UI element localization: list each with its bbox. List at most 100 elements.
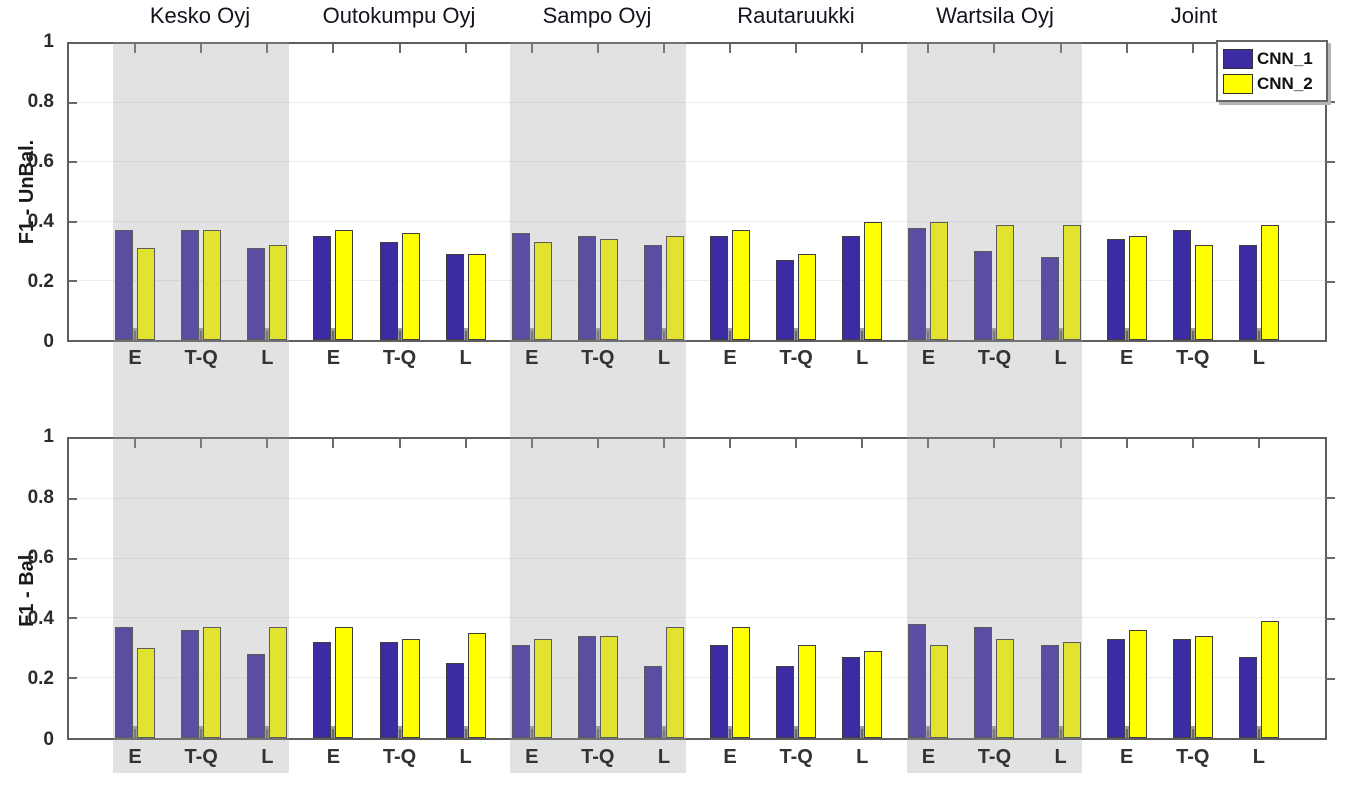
bar-cnn2	[1260, 621, 1279, 738]
gridline	[69, 161, 1325, 163]
gridline	[69, 220, 1325, 222]
bar-cnn1	[379, 642, 398, 738]
x-axis-tick	[662, 439, 665, 448]
bar-cnn1	[115, 627, 134, 738]
x-tick-label: L	[1252, 347, 1265, 369]
bar-cnn1	[181, 630, 200, 738]
bar-cnn2	[798, 254, 817, 340]
y-axis-tick	[69, 161, 77, 164]
x-tick-label: E	[1120, 347, 1134, 369]
group-title: Rautaruukki	[737, 3, 855, 28]
x-tick-label: T-Q	[1176, 746, 1210, 768]
x-tick-label: T-Q	[581, 347, 615, 369]
y-axis-tick	[69, 279, 77, 282]
x-axis-tick	[1257, 729, 1260, 738]
bar-cnn1	[710, 645, 729, 738]
bar-cnn1	[974, 627, 993, 738]
bar-cnn2	[401, 233, 420, 340]
bar-cnn1	[842, 657, 861, 738]
x-tick-label: T-Q	[581, 746, 615, 768]
x-axis-tick	[927, 44, 930, 53]
x-axis-tick	[266, 331, 269, 340]
y-axis-tick	[1325, 281, 1335, 283]
x-tick-label: E	[525, 347, 539, 369]
bar-cnn1	[1106, 639, 1125, 738]
bar-cnn2	[798, 645, 817, 738]
x-axis-tick	[1191, 44, 1194, 53]
legend-swatch-cnn2	[1223, 73, 1253, 94]
bar-cnn1	[445, 254, 464, 340]
bar-cnn2	[930, 645, 949, 738]
x-axis-tick	[993, 439, 996, 448]
x-tick-label: E	[128, 347, 142, 369]
bar-cnn2	[1128, 236, 1147, 340]
gridline	[69, 617, 1325, 619]
bar-cnn2	[401, 639, 420, 738]
y-tick-label: 1	[43, 426, 54, 447]
legend: CNN_1 CNN_2	[1216, 40, 1328, 102]
x-axis-tick	[596, 331, 599, 340]
bar-cnn2	[599, 239, 618, 340]
bar-cnn1	[181, 230, 200, 340]
y-axis-label: F1 - Bal.	[16, 549, 38, 627]
x-axis-tick	[1257, 439, 1260, 448]
y-axis-tick	[69, 557, 77, 560]
x-tick-label: E	[326, 746, 341, 768]
x-tick-label: L	[261, 347, 274, 369]
x-axis-tick	[266, 439, 269, 448]
x-axis-tick	[927, 729, 930, 738]
bar-cnn1	[643, 666, 662, 738]
bar-cnn2	[335, 230, 354, 340]
bar-cnn1	[1106, 239, 1125, 340]
x-tick-label: L	[1054, 347, 1067, 369]
x-axis-tick	[1191, 331, 1194, 340]
gridline	[69, 677, 1325, 679]
bar-cnn1	[313, 236, 332, 340]
x-axis-tick	[795, 729, 798, 738]
x-axis-tick	[134, 44, 137, 53]
y-tick-label: 0.4	[27, 211, 54, 232]
x-tick-label: L	[1054, 746, 1067, 768]
x-axis-tick	[1125, 439, 1128, 448]
y-axis-tick	[69, 677, 77, 680]
bar-cnn1	[1040, 257, 1059, 340]
y-tick-label: 0.8	[27, 486, 54, 508]
bar-cnn2	[269, 627, 288, 738]
y-tick-label: 0.2	[27, 668, 54, 690]
y-axis-label: F1 - UnBal.	[16, 139, 38, 245]
x-axis-tick	[200, 439, 203, 448]
x-tick-label: E	[723, 347, 737, 369]
x-axis-tick	[861, 44, 864, 53]
x-axis-tick	[795, 331, 798, 340]
x-axis-tick	[464, 44, 467, 53]
bar-cnn1	[776, 260, 795, 340]
bar-cnn2	[996, 224, 1015, 340]
bar-cnn1	[577, 236, 596, 340]
x-tick-label: T-Q	[779, 347, 813, 369]
bar-cnn2	[467, 633, 486, 738]
bar-cnn1	[577, 636, 596, 738]
bar-cnn1	[445, 663, 464, 738]
bar-cnn1	[842, 236, 861, 340]
bar-cnn1	[247, 654, 266, 738]
x-axis-tick	[662, 331, 665, 340]
x-tick-label: L	[657, 347, 671, 369]
bar-cnn2	[137, 648, 156, 738]
bar-cnn2	[335, 627, 354, 738]
x-axis-tick	[596, 44, 599, 53]
x-axis-tick	[927, 331, 930, 340]
bar-cnn2	[533, 242, 552, 340]
x-axis-tick	[200, 331, 203, 340]
y-tick-label: 0.2	[27, 271, 54, 292]
x-tick-label: T-Q	[1176, 347, 1210, 369]
bar-cnn2	[1062, 642, 1081, 738]
legend-item: CNN_2	[1223, 71, 1321, 96]
plot-area	[67, 437, 1327, 740]
bar-cnn2	[732, 627, 751, 738]
y-axis-tick	[69, 102, 77, 105]
x-axis-tick	[662, 44, 665, 53]
x-axis-tick	[927, 439, 930, 448]
bar-cnn1	[247, 248, 266, 340]
x-axis-tick	[332, 331, 335, 340]
x-axis-tick	[332, 44, 335, 53]
